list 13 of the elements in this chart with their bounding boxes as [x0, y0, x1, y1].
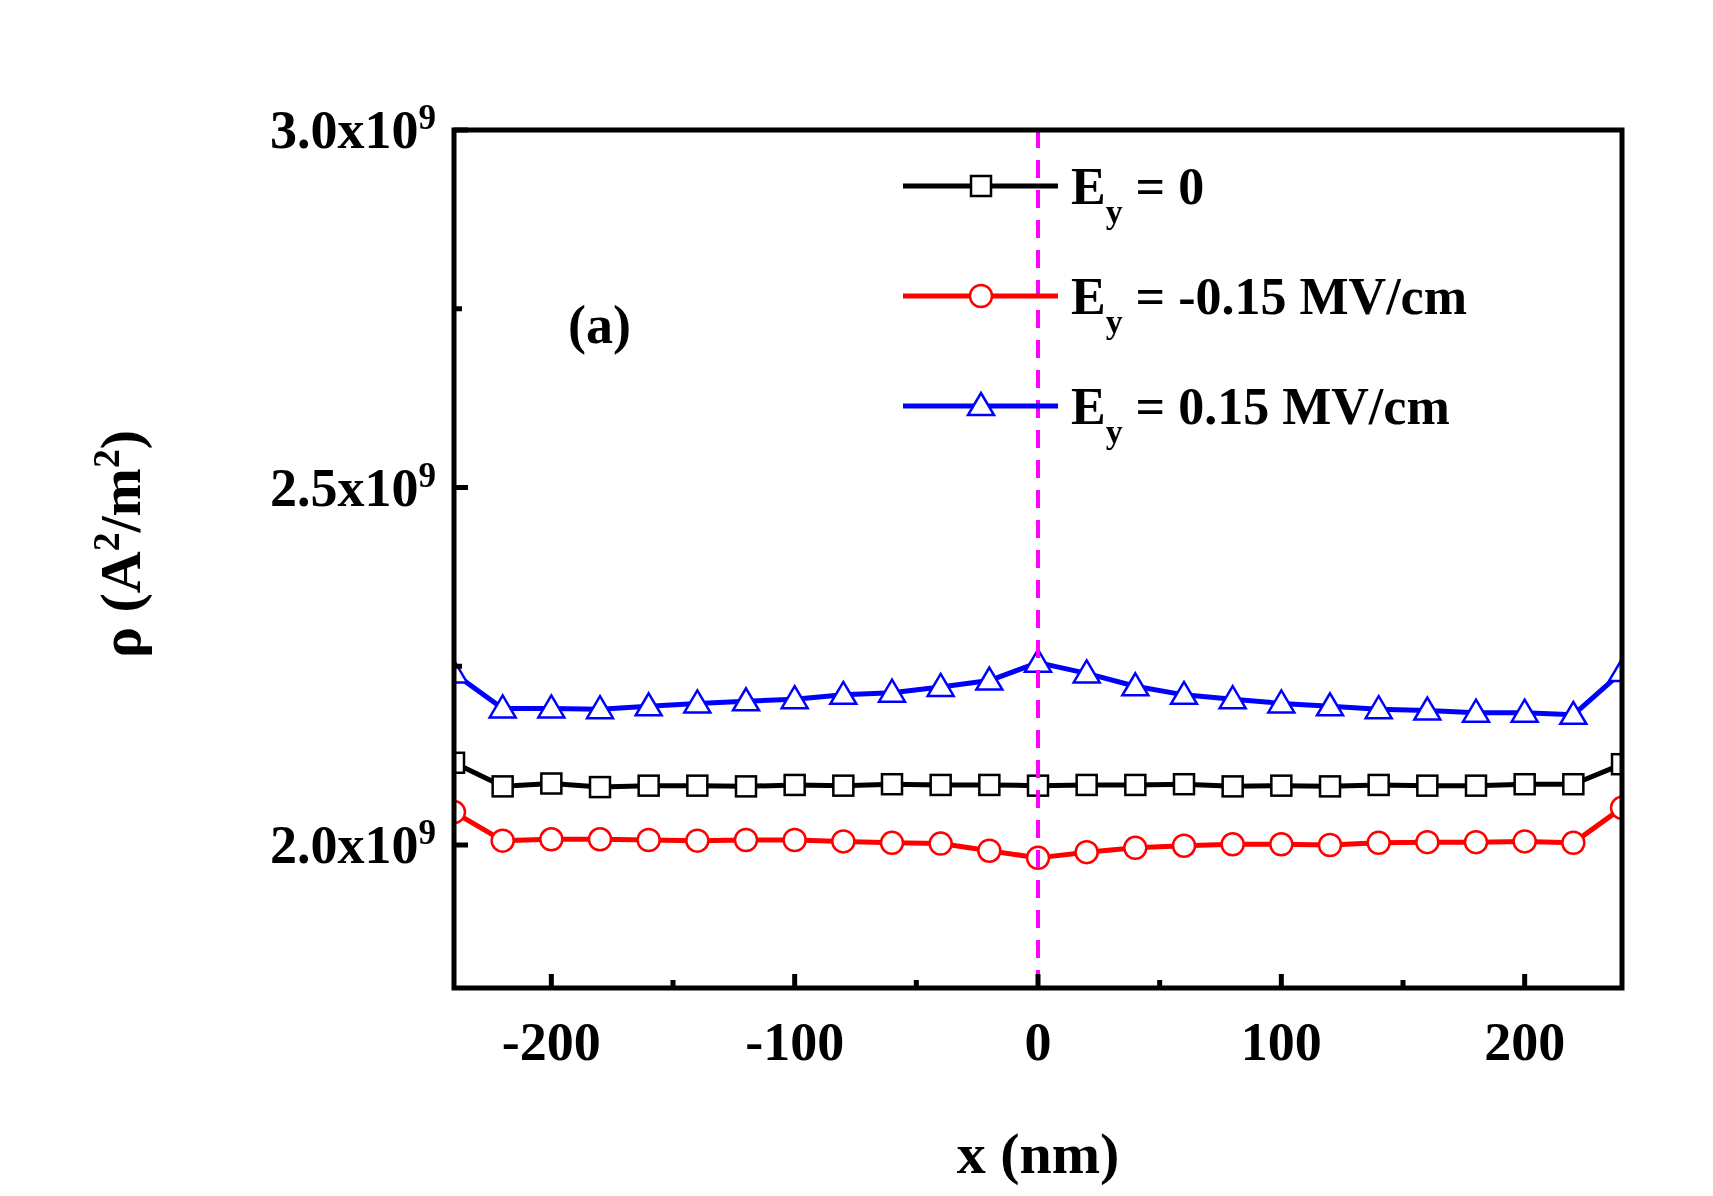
x-tick-label: 0 — [1024, 1012, 1052, 1072]
y-tick-label: 3.0x10$^{9}$ — [269, 97, 436, 160]
legend-label: E$_{y}$ = 0 — [1071, 158, 1205, 230]
x-tick-label: 200 — [1484, 1012, 1566, 1072]
annotation: (a) — [568, 295, 631, 355]
legend-label: E$_{y}$ = -0.15 MV/cm — [1071, 268, 1468, 340]
x-tick-label: -100 — [745, 1012, 845, 1072]
legend-label: E$_{y}$ = 0.15 MV/cm — [1071, 378, 1450, 450]
x-axis-title: x (nm) — [956, 1121, 1120, 1186]
y-tick-label: 2.5x10$^{9}$ — [269, 455, 436, 518]
x-tick-label: 100 — [1240, 1012, 1322, 1072]
x-tick-label: -200 — [501, 1012, 601, 1072]
y-tick-label: 2.0x10$^{9}$ — [269, 812, 436, 875]
